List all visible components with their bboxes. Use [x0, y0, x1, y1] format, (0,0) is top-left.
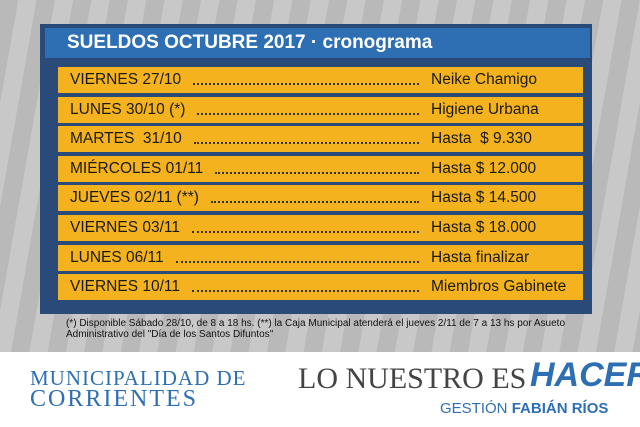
- row-date: MIÉRCOLES 01/11: [70, 159, 204, 177]
- row-label: Hasta finalizar: [431, 248, 530, 266]
- row-label: Hasta $ 12.000: [431, 159, 537, 177]
- slogan: LO NUESTRO ES: [298, 362, 527, 395]
- schedule-row: VIERNES 10/11 Miembros Gabinete: [58, 274, 583, 301]
- municipality: MUNICIPALIDAD DE: [30, 366, 247, 390]
- row-date: VIERNES 03/11: [70, 219, 180, 236]
- gestion: GESTIÓN FABIÁN RÍOS: [440, 400, 608, 417]
- leader: [175, 260, 419, 263]
- row-date: LUNES 30/10 (*): [70, 100, 186, 118]
- row-label: Miembros Gabinete: [431, 278, 567, 296]
- schedule-row: JUEVES 02/11 (**) Hasta $ 14.500: [58, 185, 583, 212]
- leader: [215, 171, 419, 174]
- row-date: JUEVES 02/11 (**): [70, 189, 199, 207]
- gestion-name: FABIÁN RÍOS: [511, 400, 609, 417]
- schedule-row: LUNES 06/11 Hasta finalizar: [58, 244, 583, 271]
- schedule-row: LUNES 30/10 (*) Higiene Urbana: [58, 96, 583, 123]
- row-date: LUNES 06/11: [70, 248, 164, 266]
- schedule-row: MIÉRCOLES 01/11 Hasta $ 12.000: [58, 155, 583, 182]
- schedule-row: MARTES 31/10 Hasta $ 9.330: [58, 126, 583, 153]
- row-date: VIERNES 10/11: [70, 278, 180, 296]
- row-label: Hasta $ 9.330: [431, 130, 532, 148]
- leader: [193, 142, 419, 145]
- row-label: Neike Chamigo: [431, 71, 537, 88]
- footer: MUNICIPALIDAD DE CORRIENTES LO NUESTRO E…: [0, 352, 640, 427]
- row-label: Higiene Urbana: [431, 100, 539, 118]
- schedule-row: VIERNES 27/10 Neike Chamigo: [58, 67, 583, 93]
- municipality: CORRIENTES: [30, 386, 199, 412]
- row-date: VIERNES 27/10: [70, 71, 182, 88]
- leader: [193, 83, 419, 85]
- row-label: Hasta $ 18.000: [431, 219, 537, 236]
- slogan-brand: HACER: [530, 356, 640, 394]
- leader: [210, 201, 419, 204]
- row-date: MARTES 31/10: [70, 130, 182, 148]
- leader: [197, 112, 419, 115]
- row-label: Hasta $ 14.500: [431, 189, 537, 207]
- gestion-label: GESTIÓN: [440, 400, 508, 417]
- schedule-row: VIERNES 03/11 Hasta $ 18.000: [58, 215, 583, 241]
- leader: [192, 290, 419, 293]
- footnote: (*) Disponible Sábado 28/10, de 8 a 18 h…: [66, 318, 566, 340]
- leader: [192, 231, 419, 233]
- title: SUELDOS OCTUBRE 2017 · cronograma: [45, 28, 590, 58]
